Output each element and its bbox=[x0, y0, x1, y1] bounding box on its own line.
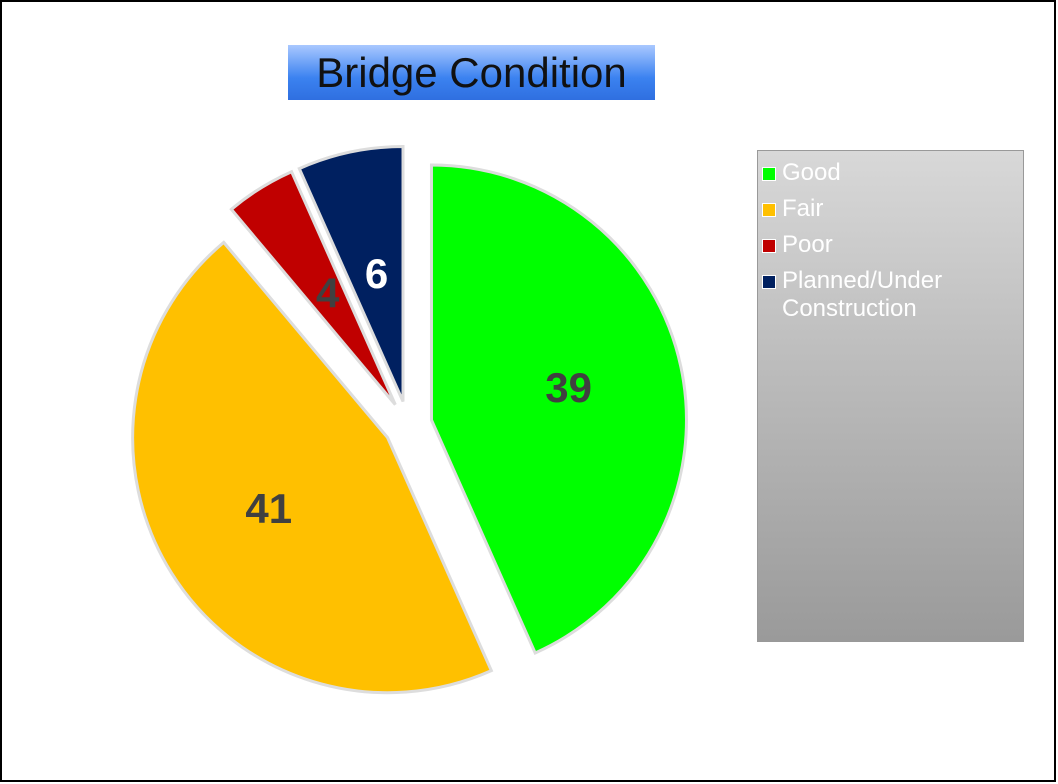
legend: Good Fair Poor Planned/Under Construction bbox=[757, 150, 1024, 642]
legend-entry: Planned/Under Construction bbox=[762, 267, 1019, 323]
pie-slice bbox=[297, 145, 405, 403]
legend-entry: Good bbox=[762, 159, 1019, 187]
legend-entry: Fair bbox=[762, 195, 1019, 223]
legend-entry: Poor bbox=[762, 231, 1019, 259]
legend-label: Poor bbox=[782, 231, 833, 258]
chart-title: Bridge Condition bbox=[288, 45, 655, 100]
legend-label: Planned/Under Construction bbox=[782, 267, 943, 322]
data-label: 39 bbox=[545, 364, 592, 411]
data-label: 6 bbox=[365, 250, 388, 297]
legend-swatch bbox=[762, 275, 776, 289]
legend-swatch bbox=[762, 203, 776, 217]
pie-slice bbox=[229, 169, 397, 406]
legend-swatch bbox=[762, 167, 776, 181]
data-label: 41 bbox=[245, 485, 292, 532]
data-label: 4 bbox=[316, 270, 340, 317]
legend-label: Fair bbox=[782, 195, 824, 222]
legend-label: Good bbox=[782, 159, 841, 186]
legend-swatch bbox=[762, 239, 776, 253]
pie-slice bbox=[429, 163, 688, 655]
pie-slice bbox=[131, 240, 494, 695]
